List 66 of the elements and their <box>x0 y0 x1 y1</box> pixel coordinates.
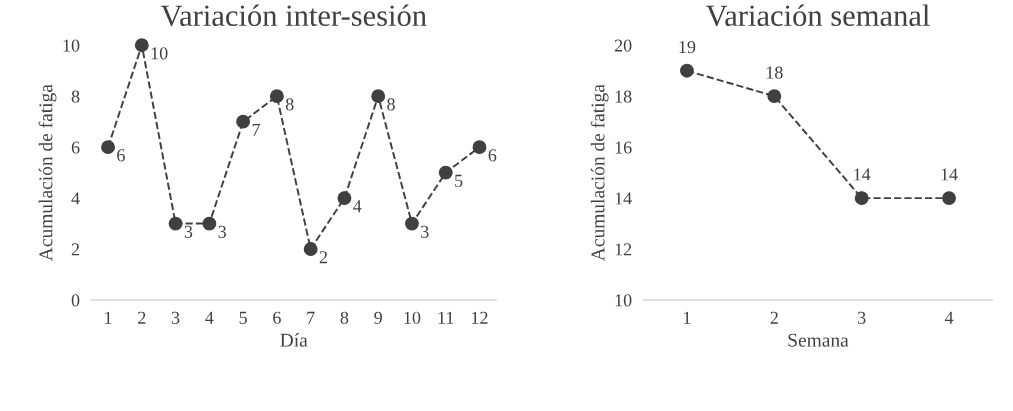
data-label: 8 <box>387 98 395 111</box>
x-axis-title: Día <box>280 333 308 347</box>
y-tick-label: 8 <box>71 90 80 103</box>
chart-title: Variación inter-sesión <box>160 4 427 27</box>
data-label: 4 <box>353 200 362 213</box>
y-tick-label: 18 <box>615 90 632 103</box>
point <box>337 191 352 206</box>
y-tick-label: 10 <box>615 294 632 307</box>
chart-title: Variación semanal <box>705 4 930 27</box>
point <box>236 114 251 129</box>
point <box>405 216 419 231</box>
y-tick-label: 14 <box>615 192 632 205</box>
x-tick-label: 11 <box>438 311 454 324</box>
data-label: 7 <box>252 123 260 136</box>
y-tick-label: 2 <box>71 243 80 256</box>
x-tick-label: 7 <box>307 311 315 324</box>
point <box>134 38 149 53</box>
x-tick-label: 9 <box>374 311 382 324</box>
point <box>168 216 183 231</box>
y-axis-title: Acumulación de fatiga <box>590 84 609 261</box>
data-label: 18 <box>766 66 783 79</box>
x-tick-label: 1 <box>105 311 112 324</box>
data-label: 6 <box>488 149 497 162</box>
point <box>679 63 694 78</box>
data-label: 14 <box>941 168 958 181</box>
y-tick-label: 0 <box>71 294 80 307</box>
y-tick-label: 20 <box>614 39 632 52</box>
y-axis-title: Acumulación de fatiga <box>38 84 57 261</box>
x-tick-label: 5 <box>239 311 247 324</box>
point <box>269 89 284 104</box>
y-tick-label: 6 <box>71 141 80 154</box>
data-label: 2 <box>319 251 328 264</box>
data-label: 14 <box>854 168 871 181</box>
data-label: 5 <box>455 174 463 187</box>
data-label: 19 <box>679 41 696 54</box>
point <box>472 140 487 155</box>
point <box>942 191 956 206</box>
y-tick-label: 12 <box>615 243 632 256</box>
x-tick-label: 4 <box>944 311 954 324</box>
data-label: 6 <box>117 149 125 162</box>
x-tick-label: 8 <box>340 311 349 324</box>
x-tick-label: 10 <box>404 311 421 324</box>
data-label: 3 <box>218 225 227 238</box>
data-label: 3 <box>184 225 193 238</box>
point <box>767 89 782 104</box>
data-label: 8 <box>285 98 294 111</box>
point <box>202 216 217 231</box>
x-tick-label: 1 <box>684 311 691 324</box>
y-tick-label: 10 <box>63 39 80 52</box>
point <box>371 89 386 104</box>
x-tick-label: 6 <box>273 311 281 324</box>
data-label: 3 <box>421 225 429 238</box>
x-tick-label: 3 <box>858 311 866 324</box>
x-tick-label: 2 <box>138 311 146 324</box>
x-tick-label: 3 <box>171 311 180 324</box>
x-tick-label: 4 <box>205 311 214 324</box>
x-tick-label: 2 <box>770 311 778 324</box>
y-tick-label: 4 <box>71 192 80 205</box>
x-tick-label: 12 <box>472 311 488 324</box>
point <box>303 242 318 257</box>
y-tick-label: 16 <box>615 141 632 154</box>
point <box>101 140 115 155</box>
data-label: 10 <box>151 47 168 60</box>
point <box>854 191 869 206</box>
x-axis-title: Semana <box>788 333 849 347</box>
point <box>438 165 453 180</box>
